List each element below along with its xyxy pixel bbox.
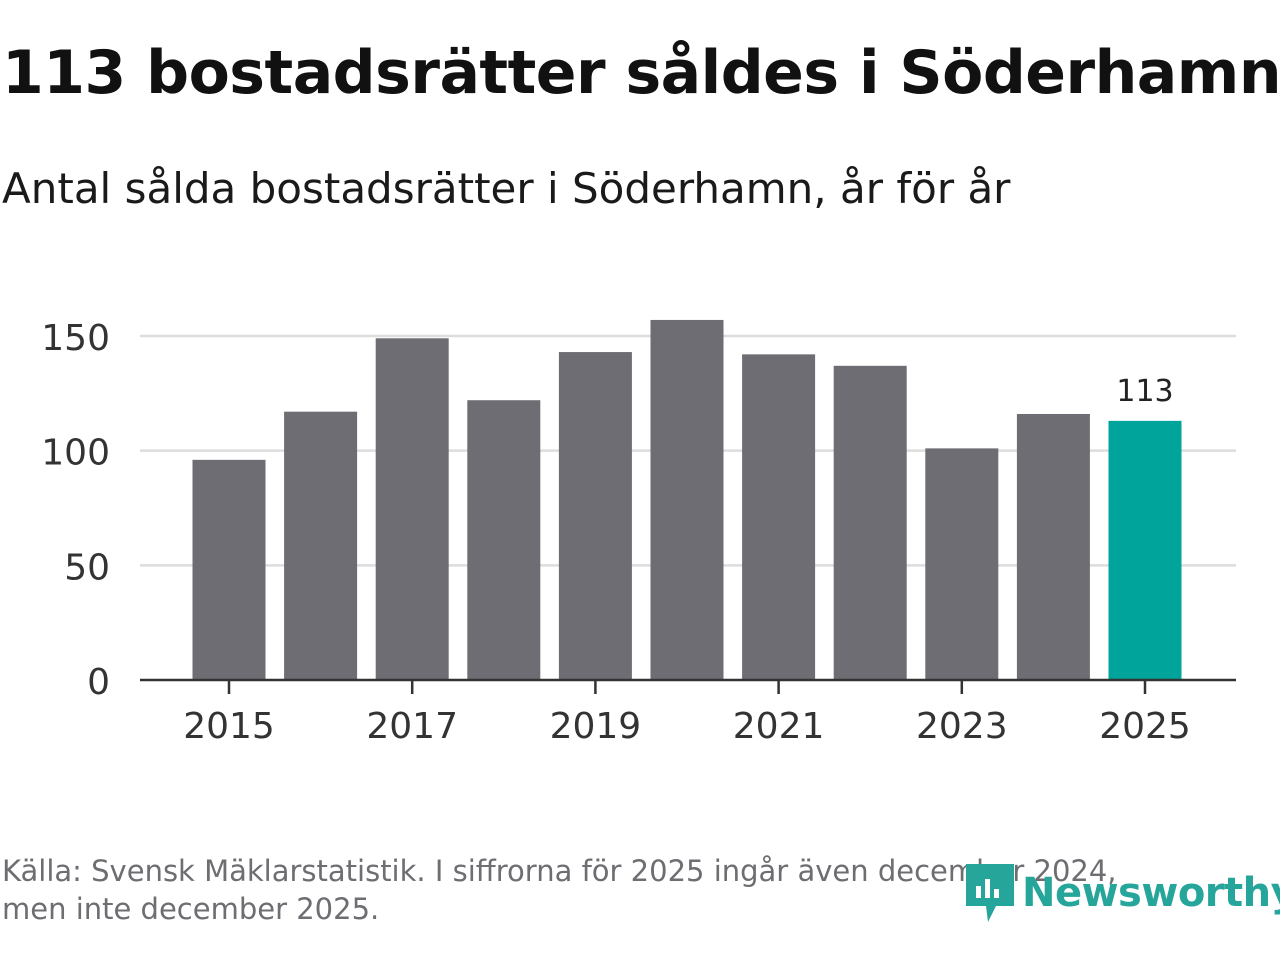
source-line-2: men inte december 2025. xyxy=(2,892,380,926)
x-axis: 2015 2017 2019 2021 2023 2025 xyxy=(140,678,1236,747)
bar-chart: 0 50 100 150 2015 2017 2019 2021 2023 2025 113 xyxy=(41,318,1236,747)
newsworthy-logo-icon xyxy=(966,864,1014,922)
bar-2019 xyxy=(558,352,632,680)
x-tick-label-2021: 2021 xyxy=(733,706,825,747)
y-tick-label-150: 150 xyxy=(41,318,110,359)
newsworthy-logo: Newsworthy xyxy=(964,862,1280,924)
x-tick-label-2017: 2017 xyxy=(366,706,458,747)
y-tick-label-0: 0 xyxy=(87,662,110,703)
x-tick-label-2019: 2019 xyxy=(550,706,642,747)
y-tick-labels: 0 50 100 150 xyxy=(41,318,110,703)
newsworthy-logo-text: Newsworthy xyxy=(1022,870,1280,916)
bar-2017 xyxy=(375,338,449,680)
bar-2025 xyxy=(1108,420,1182,680)
source-line-1: Källa: Svensk Mäklarstatistik. I siffror… xyxy=(2,854,1117,888)
chart-title: 113 bostadsrätter såldes i Söderhamn xyxy=(2,38,1280,108)
x-tick-label-2015: 2015 xyxy=(183,706,275,747)
source-note: Källa: Svensk Mäklarstatistik. I siffror… xyxy=(2,852,1242,928)
data-label-2025: 113 xyxy=(1116,374,1173,409)
bar-2015 xyxy=(192,459,266,680)
x-tick-label-2023: 2023 xyxy=(916,706,1008,747)
bar-2020 xyxy=(650,319,724,680)
bar-2018 xyxy=(467,400,541,680)
bar-2022 xyxy=(833,365,907,680)
x-tick-label-2025: 2025 xyxy=(1099,706,1191,747)
chart-subtitle: Antal sålda bostadsrätter i Söderhamn, å… xyxy=(2,164,1011,213)
data-labels: 113 xyxy=(1116,374,1173,409)
y-tick-label-50: 50 xyxy=(64,547,110,588)
bars xyxy=(192,319,1182,680)
bar-2023 xyxy=(925,448,999,680)
bar-2021 xyxy=(742,354,816,680)
bar-2016 xyxy=(284,411,358,680)
y-tick-label-100: 100 xyxy=(41,433,110,474)
bar-2024 xyxy=(1016,413,1090,680)
